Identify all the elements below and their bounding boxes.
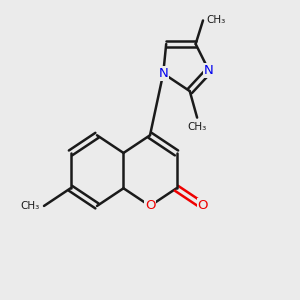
Text: CH₃: CH₃: [188, 122, 207, 132]
Text: O: O: [145, 200, 155, 212]
Text: CH₃: CH₃: [20, 201, 40, 211]
Text: N: N: [158, 67, 168, 80]
Text: CH₃: CH₃: [206, 15, 225, 26]
Text: N: N: [204, 64, 214, 77]
Text: O: O: [198, 200, 208, 212]
